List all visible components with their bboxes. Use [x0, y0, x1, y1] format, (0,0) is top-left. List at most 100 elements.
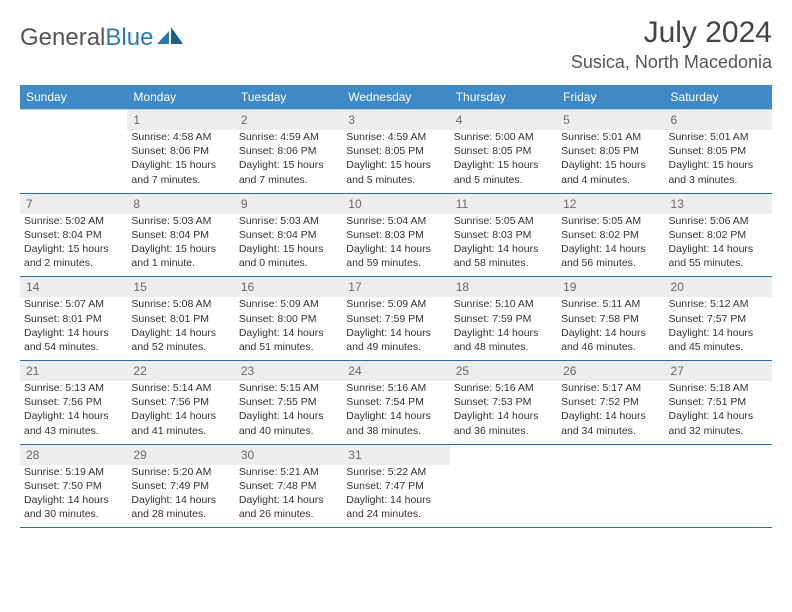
day-detail-line: Sunrise: 5:10 AM [454, 297, 553, 311]
day-detail-line: Sunrise: 5:18 AM [669, 381, 768, 395]
day-detail-line: Sunset: 7:52 PM [561, 395, 660, 409]
day-cell: Sunrise: 5:20 AMSunset: 7:49 PMDaylight:… [127, 465, 234, 528]
day-detail-line: Sunrise: 5:01 AM [669, 130, 768, 144]
daynum-row: 123456 [20, 110, 772, 131]
week-row: Sunrise: 5:02 AM Sunset: 8:04 PM Daylight:… [20, 214, 772, 277]
day-detail-line: Daylight: 14 hours [24, 326, 123, 340]
day-cell: Sunrise: 5:17 AMSunset: 7:52 PMDaylight:… [557, 381, 664, 444]
day-detail-line: and 54 minutes. [24, 340, 123, 354]
day-detail-line: Daylight: 14 hours [454, 409, 553, 423]
day-detail-line: Daylight: 15 hours [239, 158, 338, 172]
day-detail-line: and 38 minutes. [346, 424, 445, 438]
day-detail-line: Sunset: 7:51 PM [669, 395, 768, 409]
day-number: 17 [342, 277, 449, 298]
day-detail-line: and 48 minutes. [454, 340, 553, 354]
day-detail-line: Daylight: 14 hours [239, 326, 338, 340]
day-number: 1 [127, 110, 234, 131]
day-cell: Sunrise: 5:00 AMSunset: 8:05 PMDaylight:… [450, 130, 557, 193]
day-detail-line: Sunrise: 5:00 AM [454, 130, 553, 144]
day-number: 23 [235, 361, 342, 382]
daynum-row: 21222324252627 [20, 361, 772, 382]
day-number: 21 [20, 361, 127, 382]
day-detail-line: and 55 minutes. [669, 256, 768, 270]
day-detail-line: Sunrise: 5:14 AM [131, 381, 230, 395]
day-cell: Sunrise: 5:07 AMSunset: 8:01 PMDaylight:… [20, 297, 127, 360]
day-detail-line: Daylight: 14 hours [24, 493, 123, 507]
day-detail-line: and 43 minutes. [24, 424, 123, 438]
day-detail-line: Sunset: 7:53 PM [454, 395, 553, 409]
day-detail-line: and 34 minutes. [561, 424, 660, 438]
day-detail-line: Daylight: 15 hours [669, 158, 768, 172]
day-detail-line: Daylight: 14 hours [561, 409, 660, 423]
calendar-table: SundayMondayTuesdayWednesdayThursdayFrid… [20, 85, 772, 528]
day-detail-line: Sunset: 8:02 PM [669, 228, 768, 242]
day-detail-line: and 1 minute. [131, 256, 230, 270]
day-detail-line: and 40 minutes. [239, 424, 338, 438]
day-number: 24 [342, 361, 449, 382]
day-detail-line: and 7 minutes. [239, 173, 338, 187]
day-cell: Sunrise: 5:05 AMSunset: 8:03 PMDaylight:… [450, 214, 557, 277]
day-detail-line: Sunrise: 5:02 AM [24, 214, 123, 228]
day-detail-line: and 56 minutes. [561, 256, 660, 270]
day-detail-line: Daylight: 14 hours [131, 493, 230, 507]
weekday-header: Wednesday [342, 85, 449, 110]
day-detail-line: Sunset: 8:05 PM [669, 144, 768, 158]
day-detail-line: Daylight: 14 hours [561, 242, 660, 256]
day-cell: Sunrise: 5:16 AMSunset: 7:53 PMDaylight:… [450, 381, 557, 444]
month-title: July 2024 [571, 16, 772, 50]
day-number-empty [450, 444, 557, 465]
day-number: 4 [450, 110, 557, 131]
day-detail-line: Sunset: 8:03 PM [454, 228, 553, 242]
day-detail-line: Sunrise: 5:19 AM [24, 465, 123, 479]
day-number: 7 [20, 193, 127, 214]
day-cell: Sunrise: 5:08 AMSunset: 8:01 PMDaylight:… [127, 297, 234, 360]
day-detail-line: Sunrise: 5:03 AM [131, 214, 230, 228]
day-detail-line: and 59 minutes. [346, 256, 445, 270]
day-detail-line: Sunrise: 5:05 AM [561, 214, 660, 228]
day-detail-line: Daylight: 15 hours [131, 158, 230, 172]
day-detail-line: Sunrise: 5:04 AM [346, 214, 445, 228]
day-detail-line: Sunset: 7:55 PM [239, 395, 338, 409]
day-cell [450, 465, 557, 528]
day-detail-line: Daylight: 15 hours [346, 158, 445, 172]
weekday-header: Friday [557, 85, 664, 110]
day-detail-line: Sunrise: 4:59 AM [239, 130, 338, 144]
day-number: 20 [665, 277, 772, 298]
day-cell: Sunrise: 5:01 AMSunset: 8:05 PMDaylight:… [665, 130, 772, 193]
day-detail-line: and 5 minutes. [346, 173, 445, 187]
day-detail-line: Sunset: 7:59 PM [454, 312, 553, 326]
day-detail-line: and 49 minutes. [346, 340, 445, 354]
day-detail-line: and 2 minutes. [24, 256, 123, 270]
week-row: Sunrise: 5:13 AMSunset: 7:56 PMDaylight:… [20, 381, 772, 444]
day-number: 30 [235, 444, 342, 465]
day-cell: Sunrise: 5:03 AMSunset: 8:04 PMDaylight:… [235, 214, 342, 277]
day-number: 8 [127, 193, 234, 214]
day-cell [665, 465, 772, 528]
day-detail-line: Daylight: 14 hours [346, 493, 445, 507]
daynum-row: 14151617181920 [20, 277, 772, 298]
day-detail-line: Daylight: 14 hours [669, 242, 768, 256]
day-detail-line: Sunset: 7:56 PM [24, 395, 123, 409]
day-detail-line: Daylight: 15 hours [561, 158, 660, 172]
daynum-row: 78910111213 [20, 193, 772, 214]
day-detail-line: Sunset: 7:56 PM [131, 395, 230, 409]
day-detail-line: Sunset: 8:04 PM [131, 228, 230, 242]
day-number: 6 [665, 110, 772, 131]
day-detail-line: and 3 minutes. [669, 173, 768, 187]
day-cell: Sunrise: 5:16 AMSunset: 7:54 PMDaylight:… [342, 381, 449, 444]
day-detail-line: Daylight: 14 hours [131, 326, 230, 340]
day-cell: Sunrise: 5:06 AMSunset: 8:02 PMDaylight:… [665, 214, 772, 277]
day-number: 2 [235, 110, 342, 131]
day-cell: Sunrise: 5:04 AMSunset: 8:03 PMDaylight:… [342, 214, 449, 277]
day-detail-line: Daylight: 14 hours [454, 326, 553, 340]
day-detail-line: Daylight: 14 hours [346, 242, 445, 256]
day-detail-line: Sunset: 7:58 PM [561, 312, 660, 326]
day-cell [557, 465, 664, 528]
day-cell: Sunrise: 5:10 AMSunset: 7:59 PMDaylight:… [450, 297, 557, 360]
day-detail-line: Sunset: 8:01 PM [24, 312, 123, 326]
day-cell: Sunrise: 5:21 AMSunset: 7:48 PMDaylight:… [235, 465, 342, 528]
day-cell: Sunrise: 5:09 AMSunset: 8:00 PMDaylight:… [235, 297, 342, 360]
day-detail-line: Sunset: 7:54 PM [346, 395, 445, 409]
weekday-header: Tuesday [235, 85, 342, 110]
day-number: 11 [450, 193, 557, 214]
